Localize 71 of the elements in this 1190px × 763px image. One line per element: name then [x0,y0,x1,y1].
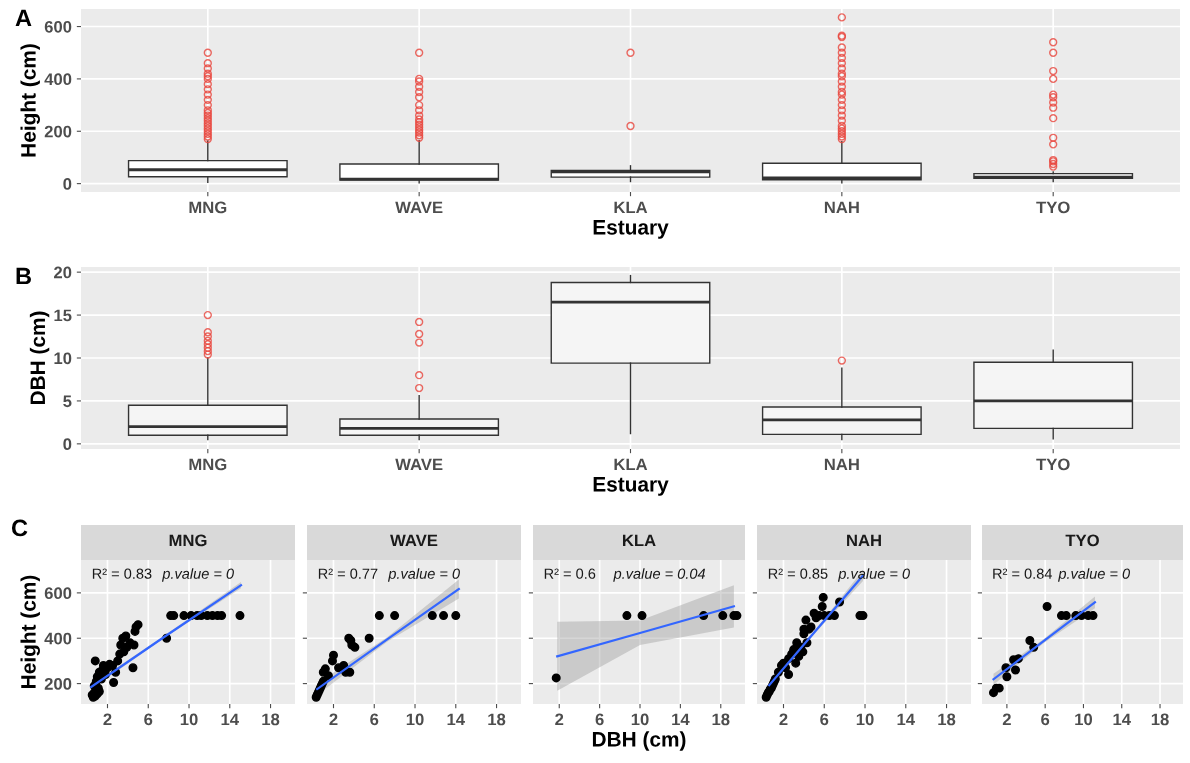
x-tick-label: 14 [672,713,690,726]
x-tick-label: WAVE [395,458,443,471]
chart-title: MNG [169,534,207,547]
annotation: p.value = 0 [387,568,460,582]
y-tick-label: 200 [44,677,72,690]
annotation: p.value = 0 [1058,568,1131,582]
x-tick-label: 10 [406,713,424,726]
y-tick-label: 5 [63,395,72,408]
x-tick-label: 6 [595,713,604,726]
x-tick-label: 10 [856,713,874,726]
x-tick-label: NAH [824,458,859,471]
x-tick-label: 14 [447,713,465,726]
chart-title: B [16,267,31,285]
x-tick-label: 10 [1075,713,1093,726]
x-tick-label: 2 [103,713,112,726]
x-tick-label: 14 [221,713,239,726]
chart-title: A [15,9,32,27]
x-tick-label: 18 [488,713,506,726]
x-tick-label: 18 [262,713,280,726]
annotation: p.value = 0 [837,568,910,582]
x-tick-label: 18 [712,713,730,726]
y-tick-label: 600 [44,20,72,33]
chart-title: WAVE [390,534,438,547]
y-tick-label: 400 [44,73,72,86]
y-tick-label: 20 [54,266,72,279]
annotation: R² = 0.77 [318,568,378,579]
x-tick-label: TYO [1036,201,1070,214]
y-tick-label: 400 [44,632,72,645]
annotation: R² = 0.84 [993,568,1053,579]
annotation: R² = 0.6 [544,568,596,579]
x-tick-label: KLA [614,201,648,214]
x-tick-label: 10 [180,713,198,726]
y-axis-title: DBH (cm) [29,311,50,405]
annotation: p.value = 0.04 [613,568,706,582]
x-axis-title: Estuary [593,477,669,496]
x-tick-label: WAVE [395,201,443,214]
x-tick-label: 14 [897,713,915,726]
x-tick-label: 6 [144,713,153,726]
chart-title: TYO [1065,534,1099,547]
y-tick-label: 10 [54,352,72,365]
x-tick-label: 18 [1151,713,1169,726]
x-tick-label: MNG [189,458,227,471]
x-tick-label: MNG [189,201,227,214]
y-axis-title: Height (cm) [20,575,40,688]
annotation: p.value = 0 [161,568,234,582]
x-tick-label: 6 [370,713,379,726]
y-tick-label: 15 [54,309,72,322]
chart-title: KLA [622,534,656,547]
x-tick-label: 6 [820,713,829,726]
x-axis-title: Estuary [593,220,669,239]
x-tick-label: TYO [1036,458,1070,471]
x-tick-label: 2 [1002,713,1011,726]
chart-subtitle: C [11,519,28,537]
x-tick-label: 14 [1113,713,1131,726]
annotation: R² = 0.85 [768,568,828,579]
y-tick-label: 600 [44,587,72,600]
x-tick-label: 2 [329,713,338,726]
x-tick-label: 18 [938,713,956,726]
x-tick-label: NAH [824,201,859,214]
x-tick-label: 2 [555,713,564,726]
x-tick-label: 2 [779,713,788,726]
x-tick-label: 6 [1041,713,1050,726]
x-axis-title: DBH (cm) [592,731,686,751]
y-tick-label: 0 [63,178,72,190]
chart-title: NAH [847,534,881,547]
y-axis-title: Height (cm) [20,44,40,157]
x-tick-label: KLA [614,458,648,471]
x-tick-label: 10 [631,713,649,726]
y-tick-label: 200 [44,125,72,138]
y-tick-label: 0 [63,438,72,451]
annotation: R² = 0.83 [92,568,152,579]
